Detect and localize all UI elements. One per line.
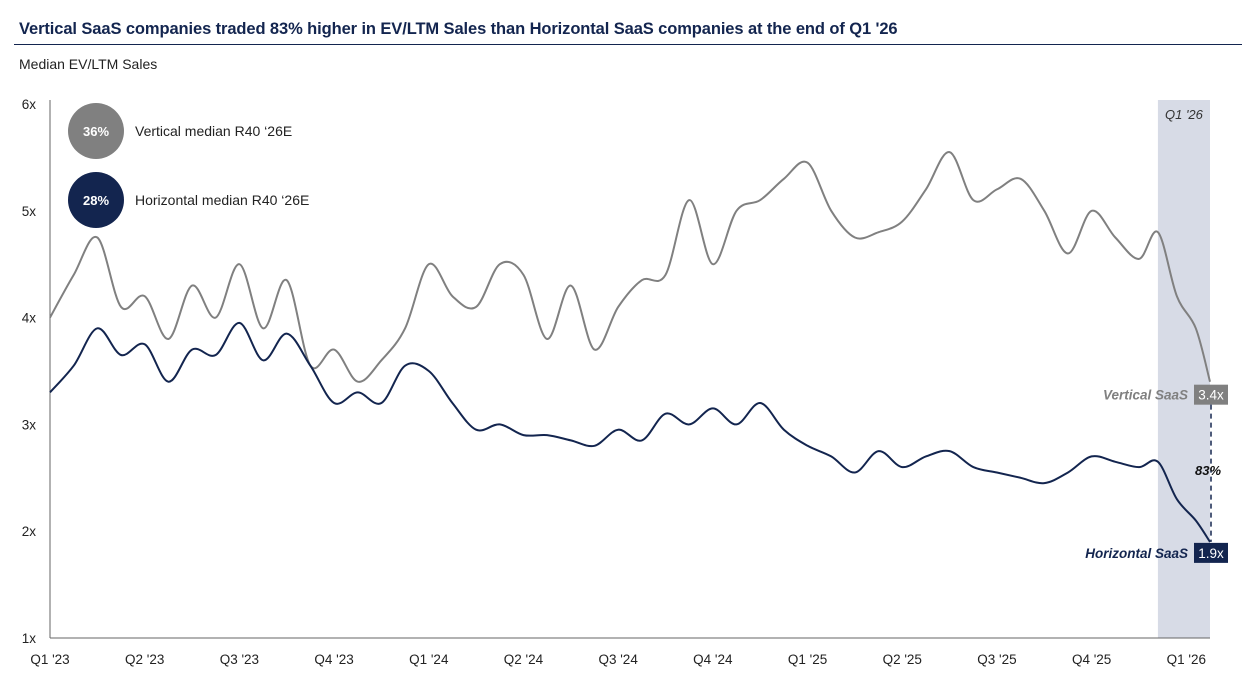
- legend-label: Vertical median R40 ‘26E: [135, 123, 292, 139]
- y-axis-label: Median EV/LTM Sales: [19, 56, 158, 72]
- highlight-label: Q1 '26: [1165, 107, 1204, 122]
- title-rule: [14, 44, 1242, 45]
- legend-label: Horizontal median R40 ‘26E: [135, 192, 309, 208]
- x-tick-label: Q4 '23: [314, 652, 353, 667]
- x-tick-label: Q1 '23: [30, 652, 69, 667]
- legend-badge-value: 36%: [83, 124, 109, 139]
- vertical-end-value: 3.4x: [1198, 388, 1224, 403]
- x-tick-label: Q2 '25: [883, 652, 922, 667]
- x-tick-label: Q3 '25: [977, 652, 1016, 667]
- y-tick-label: 1x: [22, 631, 37, 646]
- vertical-saas-line: [49, 151, 1211, 383]
- x-tick-label: Q1 '26: [1167, 652, 1206, 667]
- legend-badge: [68, 103, 124, 159]
- horizontal-end-value: 1.9x: [1198, 546, 1224, 561]
- horizontal-series-label: Horizontal SaaS: [1085, 546, 1188, 561]
- x-tick-label: Q3 '23: [220, 652, 259, 667]
- legend-badge-value: 28%: [83, 193, 109, 208]
- legend-badge: [68, 172, 124, 228]
- y-tick-label: 4x: [22, 311, 37, 326]
- x-tick-label: Q3 '24: [598, 652, 638, 667]
- horizontal-saas-line: [49, 321, 1211, 543]
- gap-annotation: 83%: [1195, 463, 1221, 478]
- y-tick-label: 3x: [22, 417, 37, 432]
- chart-title: Vertical SaaS companies traded 83% highe…: [19, 20, 898, 38]
- vertical-end-value-box: [1194, 384, 1228, 405]
- y-tick-label: 6x: [22, 97, 37, 112]
- x-tick-label: Q4 '24: [693, 652, 733, 667]
- x-tick-label: Q2 '24: [504, 652, 544, 667]
- y-tick-label: 5x: [22, 204, 37, 219]
- x-tick-label: Q4 '25: [1072, 652, 1111, 667]
- vertical-series-label: Vertical SaaS: [1103, 388, 1188, 403]
- x-tick-label: Q2 '23: [125, 652, 164, 667]
- y-tick-label: 2x: [22, 524, 37, 539]
- x-tick-label: Q1 '25: [788, 652, 827, 667]
- x-tick-label: Q1 '24: [409, 652, 449, 667]
- horizontal-end-value-box: [1194, 542, 1228, 563]
